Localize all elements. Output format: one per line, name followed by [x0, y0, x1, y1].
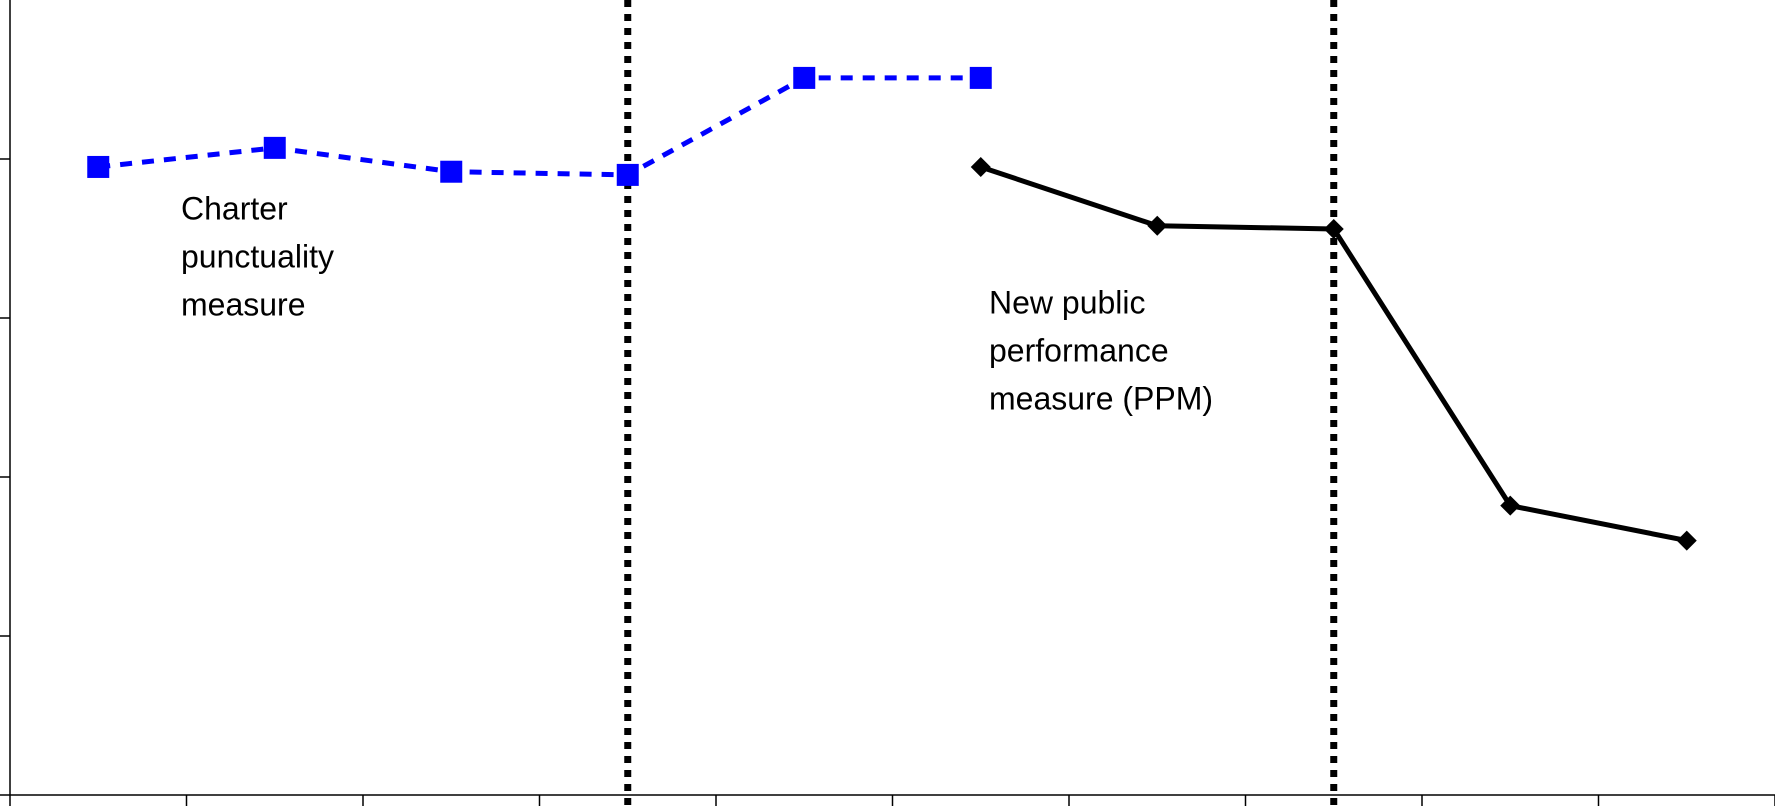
marker — [793, 66, 816, 89]
annotation-charter: Charter punctuality measure — [181, 190, 334, 322]
marker — [87, 155, 110, 178]
marker — [1676, 530, 1697, 551]
marker — [440, 160, 463, 183]
annotation-line: performance — [989, 332, 1169, 368]
marker — [1147, 215, 1168, 236]
annotation-line: measure (PPM) — [989, 380, 1213, 416]
marker — [616, 163, 639, 186]
annotation-ppm: New public performance measure (PPM) — [989, 284, 1213, 416]
annotation-line: punctuality — [181, 238, 334, 274]
marker — [969, 66, 992, 89]
marker — [970, 156, 991, 177]
marker — [263, 136, 286, 159]
annotation-line: measure — [181, 286, 306, 322]
marker — [1323, 218, 1344, 239]
annotation-line: Charter — [181, 190, 288, 226]
annotation-line: New public — [989, 284, 1146, 320]
series-line — [97, 75, 981, 178]
marker — [1500, 495, 1521, 516]
